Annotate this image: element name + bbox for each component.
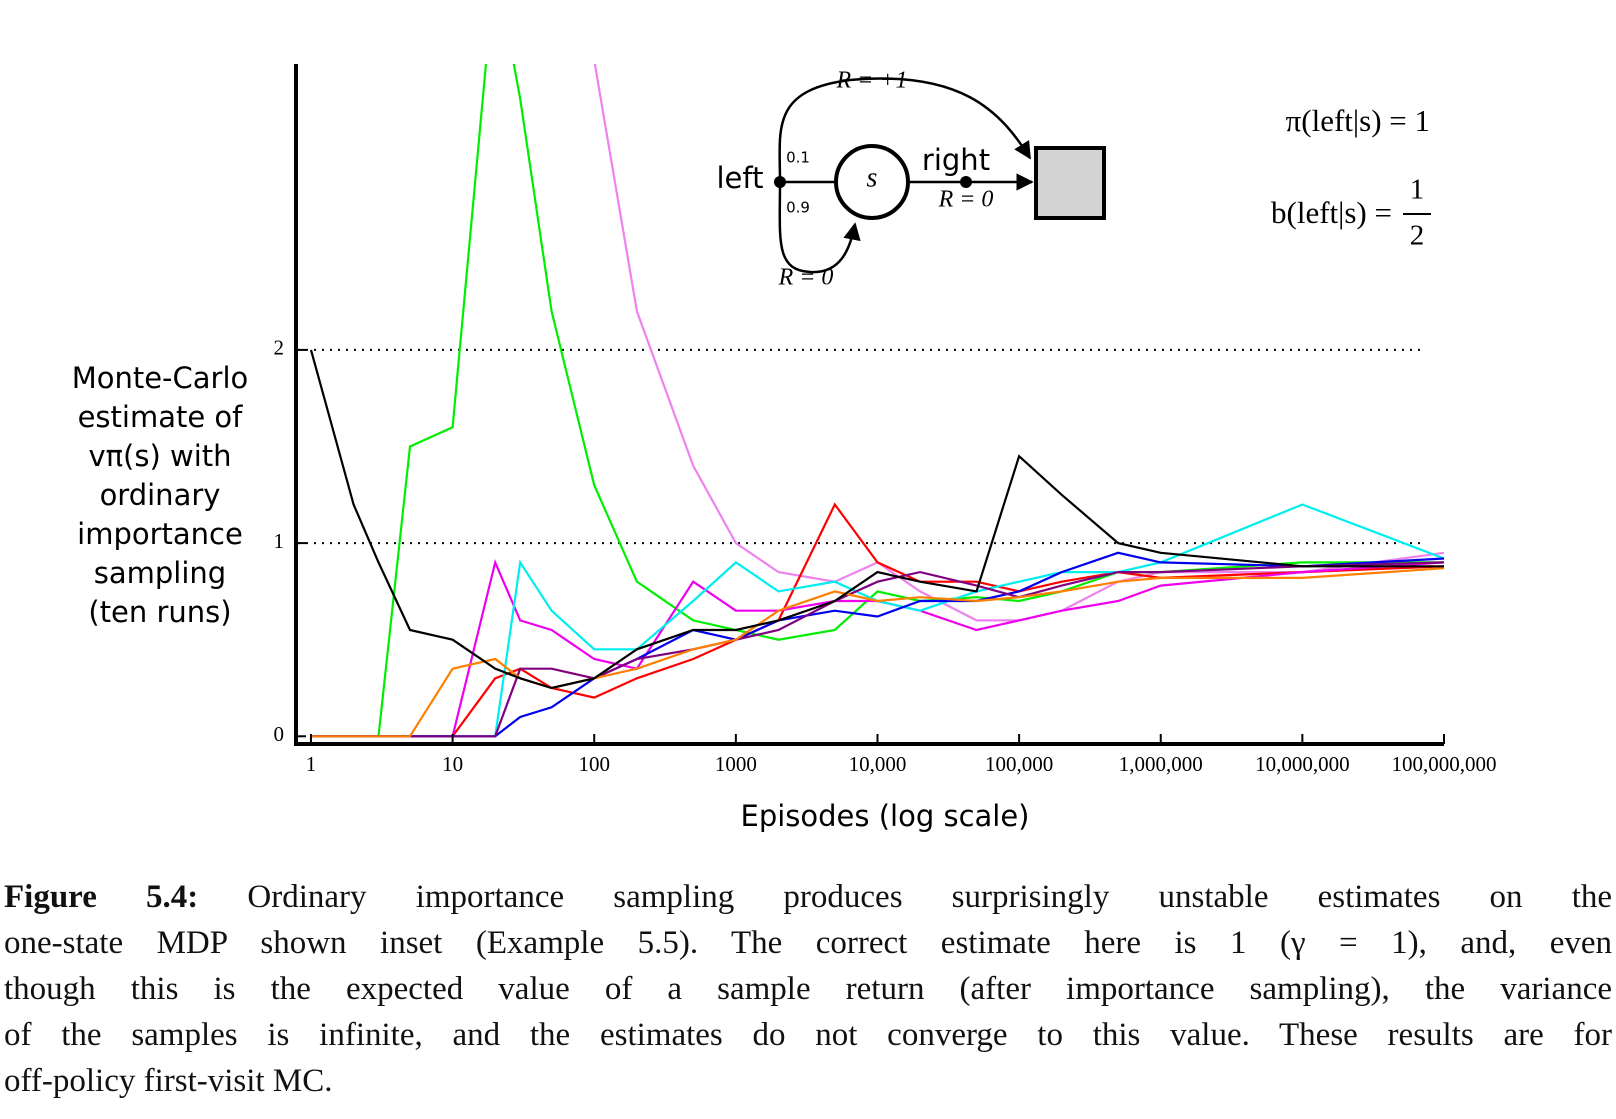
y-axis-label: estimate of [78, 400, 244, 434]
action-dot [960, 176, 972, 188]
action-label: left [717, 161, 764, 195]
series-line [311, 561, 1444, 738]
series-line [593, 64, 1444, 622]
y-axis-label: (ten runs) [88, 595, 231, 629]
chart: Episodes (log scale) R = +1 left 0.1 0.9… [72, 64, 1497, 833]
y-axis-label: ordinary [100, 478, 221, 512]
prob-label: 0.1 [786, 149, 810, 167]
y-axis-label: importance [77, 517, 243, 551]
state-node [834, 144, 910, 220]
y-tick-label: 1 [274, 529, 285, 553]
arrow [778, 77, 1032, 183]
policy-b: b(left|s) = [1271, 195, 1392, 230]
caption-text: one-state MDP shown inset (Example 5.5).… [4, 925, 1612, 961]
caption-line: one-state MDP shown inset (Example 5.5).… [4, 920, 1612, 966]
caption-line: Figure 5.4: Ordinary importance sampling… [4, 874, 1612, 920]
x-tick-label: 1000 [715, 752, 757, 776]
series-line [311, 551, 1444, 738]
series-line [311, 558, 1444, 738]
y-axis-label: Monte-Carlo [72, 361, 249, 395]
action-dot [774, 176, 786, 188]
caption-line: though this is the expected value of a s… [4, 966, 1612, 1012]
caption-text: off-policy first-visit MC. [4, 1063, 333, 1099]
caption-label: Figure 5.4: [4, 879, 199, 915]
y-tick-label: 0 [274, 722, 285, 746]
reward-label: R = 0 [938, 187, 994, 213]
caption-text: of the samples is infinite, and the esti… [4, 1017, 1612, 1053]
reward-label: R = 0 [778, 265, 834, 291]
y-axis-label: vπ(s) with [88, 439, 231, 473]
arrow [778, 181, 861, 274]
inset: R = +1 left 0.1 0.9 s right R = 0 R = 0 … [717, 68, 1431, 291]
x-tick-label: 100,000 [985, 752, 1053, 776]
state-label: s [867, 162, 878, 193]
prob-label: 0.9 [786, 199, 810, 217]
caption-text: though this is the expected value of a s… [4, 971, 1612, 1007]
terminal-node [1034, 146, 1106, 220]
fraction-numerator: 1 [1410, 174, 1425, 206]
caption: Figure 5.4: Ordinary importance sampling… [4, 874, 1612, 1104]
series-line [311, 567, 1444, 738]
reward-label: R = +1 [835, 68, 907, 94]
x-axis-label: Episodes (log scale) [741, 799, 1030, 833]
x-tick-label: 10,000 [849, 752, 907, 776]
y-axis-label: sampling [94, 556, 226, 590]
caption-text: Ordinary importance sampling produces su… [247, 879, 1613, 915]
series-line [311, 64, 1444, 738]
x-tick-label: 10 [442, 752, 463, 776]
caption-line: of the samples is infinite, and the esti… [4, 1012, 1612, 1058]
caption-line: off-policy first-visit MC. [4, 1058, 1612, 1104]
x-tick-label: 1 [306, 752, 317, 776]
fraction-denominator: 2 [1410, 220, 1425, 252]
x-tick-label: 1,000,000 [1119, 752, 1203, 776]
x-tick-label: 10,000,000 [1255, 752, 1350, 776]
x-tick-label: 100 [578, 752, 610, 776]
series-line [309, 349, 1444, 690]
x-tick-label: 100,000,000 [1392, 752, 1497, 776]
policy-pi: π(left|s) = 1 [1286, 103, 1430, 138]
series-group [309, 64, 1444, 738]
y-tick-label: 2 [274, 336, 285, 360]
action-label: right [922, 143, 990, 177]
